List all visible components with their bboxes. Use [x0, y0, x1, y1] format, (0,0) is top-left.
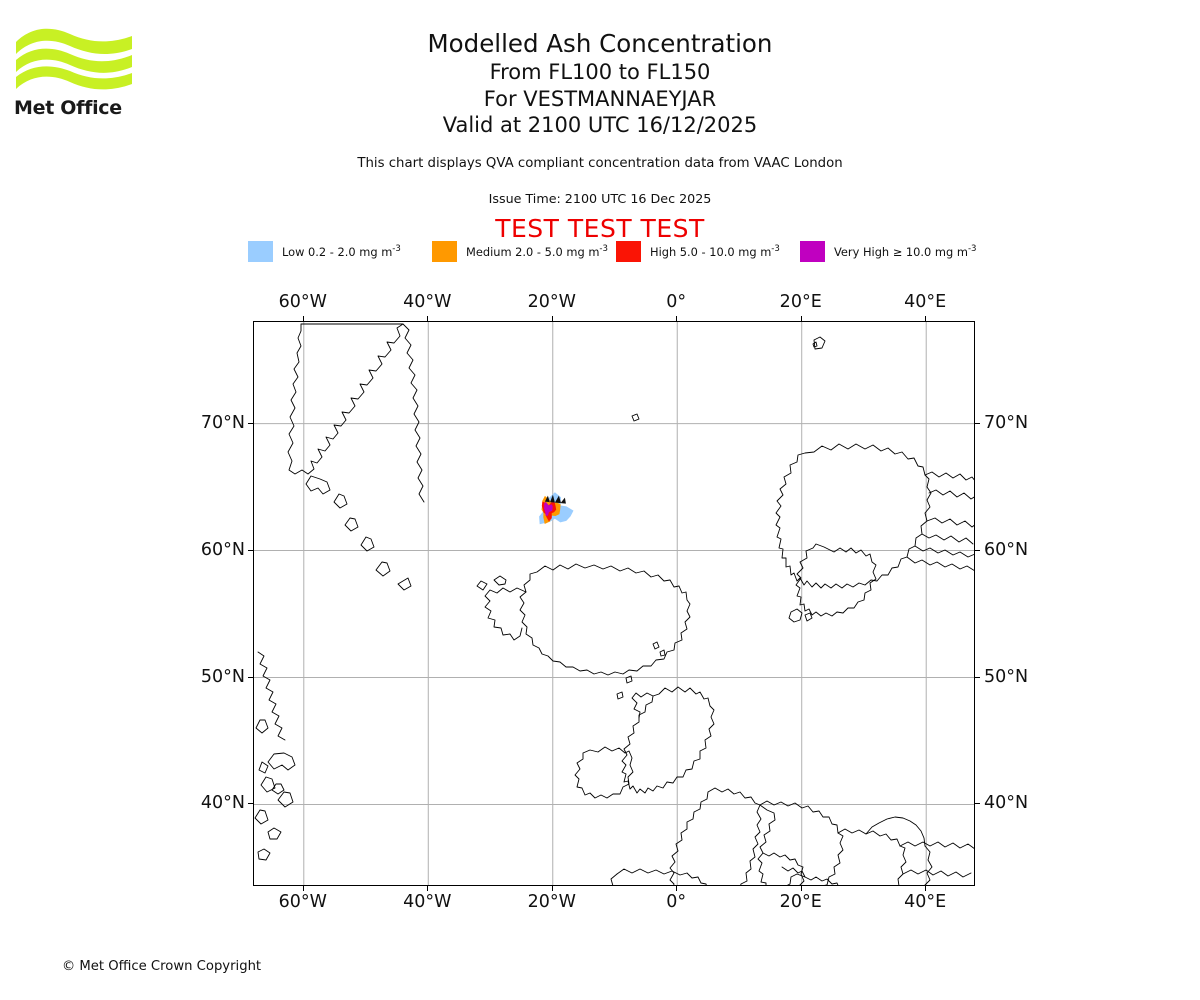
map-gridlines — [254, 322, 974, 885]
legend-label-low: Low 0.2 - 2.0 mg m-3 — [282, 243, 401, 259]
lat-label-right-60°N: 60°N — [984, 539, 1029, 560]
page-title: Modelled Ash Concentration — [427, 29, 773, 58]
lon-label-top-40°W: 40°W — [403, 292, 452, 312]
legend-item-low: Low 0.2 - 2.0 mg m-3 — [248, 239, 401, 263]
ash-plume-contours — [539, 492, 574, 525]
test-banner: TEST TEST TEST — [495, 214, 705, 243]
lon-label-top-20°W: 20°W — [527, 292, 576, 312]
lon-label-bottom-40°E: 40°E — [904, 892, 947, 912]
concentration-legend: Low 0.2 - 2.0 mg m-3 Medium 2.0 - 5.0 mg … — [248, 239, 988, 263]
legend-swatch-very-high — [800, 240, 825, 262]
axis-tick — [925, 886, 927, 891]
flight-level-line: From FL100 to FL150 — [489, 60, 711, 84]
copyright-text: © Met Office Crown Copyright — [62, 959, 262, 974]
lon-label-bottom-20°E: 20°E — [779, 892, 822, 912]
coastlines-layer — [254, 323, 974, 885]
axis-tick — [248, 549, 253, 551]
valid-time-line: Valid at 2100 UTC 16/12/2025 — [442, 113, 758, 137]
met-office-logo-text: Met Office — [14, 97, 122, 119]
lat-label-left-40°N: 40°N — [200, 793, 245, 814]
lon-label-bottom-20°W: 20°W — [527, 892, 576, 912]
lon-label-top-20°E: 20°E — [779, 292, 822, 312]
legend-label-medium: Medium 2.0 - 5.0 mg m-3 — [466, 243, 608, 259]
lon-label-top-40°E: 40°E — [904, 292, 947, 312]
ash-core-detail — [544, 494, 566, 504]
lon-label-bottom-0°: 0° — [666, 892, 687, 912]
lon-label-top-0°: 0° — [666, 292, 687, 312]
axis-tick — [302, 886, 304, 891]
axis-tick — [800, 886, 802, 891]
chart-title-block: Modelled Ash Concentration From FL100 to… — [140, 28, 1060, 139]
ash-concentration-map[interactable] — [253, 321, 975, 886]
legend-item-medium: Medium 2.0 - 5.0 mg m-3 — [432, 239, 608, 263]
lat-label-right-40°N: 40°N — [984, 793, 1029, 814]
lat-label-left-60°N: 60°N — [200, 539, 245, 560]
qva-note: This chart displays QVA compliant concen… — [357, 156, 843, 171]
axis-tick — [248, 676, 253, 678]
axis-tick — [551, 886, 553, 891]
legend-item-high: High 5.0 - 10.0 mg m-3 — [616, 239, 780, 263]
issue-time: Issue Time: 2100 UTC 16 Dec 2025 — [488, 191, 712, 206]
lat-label-right-70°N: 70°N — [984, 412, 1029, 433]
ash-contour-very-high — [544, 501, 553, 516]
map-canvas — [254, 322, 974, 885]
axis-tick — [427, 316, 429, 321]
legend-label-very-high: Very High ≥ 10.0 mg m-3 — [834, 243, 977, 259]
axis-tick — [975, 549, 980, 551]
axis-tick — [676, 316, 678, 321]
met-office-logo: Met Office — [14, 24, 134, 119]
volcano-line: For VESTMANNAEYJAR — [483, 86, 717, 111]
axis-tick — [925, 316, 927, 321]
lat-label-left-70°N: 70°N — [200, 412, 245, 433]
axis-tick — [975, 422, 980, 424]
axis-tick — [800, 316, 802, 321]
lon-label-bottom-40°W: 40°W — [403, 892, 452, 912]
axis-tick — [427, 886, 429, 891]
legend-swatch-low — [248, 240, 273, 262]
lon-label-top-60°W: 60°W — [278, 292, 327, 312]
lat-label-left-50°N: 50°N — [200, 666, 245, 687]
axis-tick — [302, 316, 304, 321]
axis-tick — [975, 676, 980, 678]
met-office-wave-icon — [16, 28, 132, 90]
axis-tick — [676, 886, 678, 891]
axis-tick — [248, 803, 253, 805]
axis-tick — [975, 803, 980, 805]
lon-label-bottom-60°W: 60°W — [278, 892, 327, 912]
legend-swatch-medium — [432, 240, 457, 262]
legend-label-high: High 5.0 - 10.0 mg m-3 — [650, 243, 780, 259]
lat-label-right-50°N: 50°N — [984, 666, 1029, 687]
axis-tick — [248, 422, 253, 424]
axis-tick — [551, 316, 553, 321]
legend-item-very-high: Very High ≥ 10.0 mg m-3 — [800, 239, 977, 263]
legend-swatch-high — [616, 240, 641, 262]
